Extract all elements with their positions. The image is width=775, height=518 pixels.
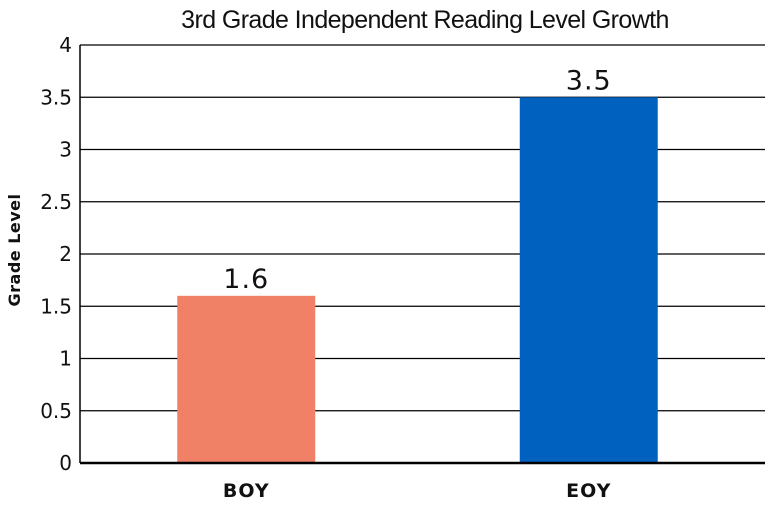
data-labels: 1.6 3.5 bbox=[223, 65, 612, 295]
y-tick-label: 1 bbox=[59, 347, 72, 371]
bar-eoy bbox=[519, 97, 658, 463]
x-category-label: BOY bbox=[223, 480, 270, 502]
x-axis-categories: BOY EOY bbox=[223, 480, 611, 502]
chart-title: 3rd Grade Independent Reading Level Grow… bbox=[181, 6, 669, 34]
y-tick-label: 3.5 bbox=[40, 85, 72, 109]
y-tick-label: 1.5 bbox=[40, 294, 72, 318]
y-tick-label: 3 bbox=[59, 138, 72, 162]
bars bbox=[177, 97, 658, 463]
y-axis-ticks: 0 0.5 1 1.5 2 2.5 3 3.5 4 bbox=[40, 33, 72, 475]
x-category-label: EOY bbox=[566, 480, 611, 502]
y-axis-label: Grade Level bbox=[5, 193, 24, 306]
y-tick-label: 0.5 bbox=[40, 399, 72, 423]
y-tick-label: 2.5 bbox=[40, 190, 72, 214]
y-tick-label: 4 bbox=[59, 33, 72, 57]
bar-boy bbox=[177, 295, 316, 463]
data-label-eoy: 3.5 bbox=[566, 65, 612, 96]
data-label-boy: 1.6 bbox=[223, 264, 269, 295]
y-tick-label: 0 bbox=[59, 451, 72, 475]
y-tick-label: 2 bbox=[59, 242, 72, 266]
